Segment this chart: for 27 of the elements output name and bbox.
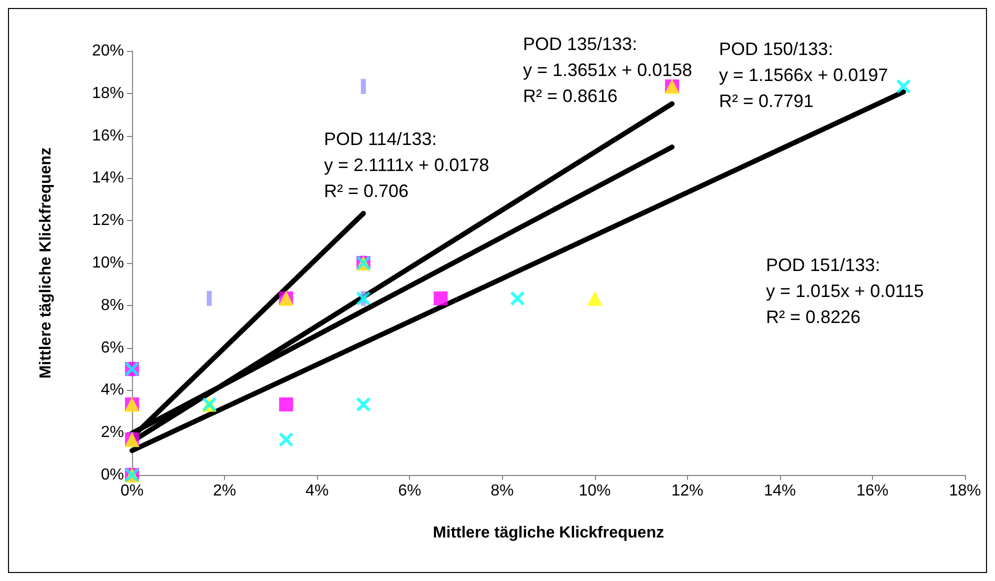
- y-axis-title: Mittlere tägliche Klickfrequenz: [38, 147, 54, 379]
- y-tick-label: 0%: [100, 466, 124, 484]
- y-tick-label: 10%: [92, 254, 124, 272]
- x-tick-label: 18%: [948, 482, 982, 500]
- x-tick-label: 12%: [671, 482, 704, 500]
- x-tick-label: 8%: [490, 482, 514, 500]
- y-tick-label: 4%: [100, 382, 124, 399]
- x-tick-label: 4%: [306, 482, 329, 500]
- y-tick-label: 2%: [100, 424, 124, 442]
- x-tick-label: 16%: [856, 482, 888, 500]
- y-tick-label: 6%: [100, 339, 124, 356]
- x-tick-label: 6%: [398, 482, 422, 500]
- y-tick-label: 14%: [92, 170, 124, 187]
- y-tick-label: 12%: [92, 212, 124, 230]
- x-tick-label: 14%: [764, 482, 796, 500]
- annotation: POD 151/133: y = 1.015x + 0.0115 R² = 0.8226: [766, 255, 924, 327]
- annotation: POD 135/133: y = 1.3651x + 0.0158 R² = 0.8616: [523, 34, 692, 106]
- y-tick-label: 16%: [92, 127, 124, 144]
- annotation: POD 114/133: y = 2.1111x + 0.0178 R² = 0.706: [324, 129, 490, 201]
- annotation: POD 150/133: y = 1.1566x + 0.0197 R² = 0.7791: [719, 39, 888, 111]
- y-tick-label: 20%: [92, 42, 124, 60]
- y-tick-label: 8%: [100, 296, 124, 314]
- y-tick-label: 18%: [92, 84, 124, 102]
- x-tick-label: 0%: [120, 482, 144, 500]
- x-tick-label: 2%: [212, 482, 236, 500]
- x-axis-title: Mittlere tägliche Klickfrequenz: [432, 524, 664, 542]
- x-tick-label: 10%: [578, 482, 611, 500]
